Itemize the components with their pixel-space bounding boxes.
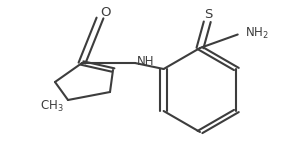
Text: NH$_2$: NH$_2$ bbox=[245, 26, 269, 40]
Text: CH$_3$: CH$_3$ bbox=[40, 98, 64, 114]
Text: NH: NH bbox=[137, 55, 155, 68]
Text: S: S bbox=[204, 9, 213, 21]
Text: O: O bbox=[100, 6, 110, 18]
